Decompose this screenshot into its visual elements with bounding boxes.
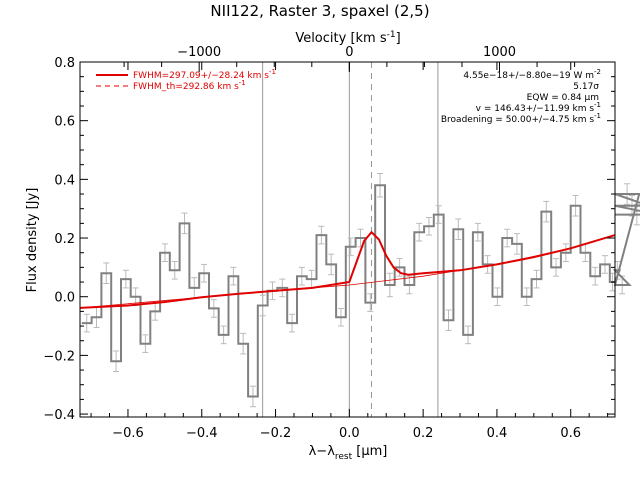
plot-frame: [79, 61, 616, 418]
x-tick-label: 0.0: [339, 426, 360, 441]
top-axis-label: Velocity [km s-1]: [295, 30, 400, 46]
x-tick-label: −0.2: [260, 426, 292, 441]
annotation-broadening: Broadening = 50.00+/−4.75 km s-1: [441, 112, 601, 125]
x-tick-label: 0.4: [487, 426, 508, 441]
legend-label-fwhm-th: FWHM_th=292.86 km s-1: [133, 79, 246, 92]
annotation-eqw: EQW = 0.84 μm: [527, 93, 599, 103]
continuum-line: [79, 234, 616, 309]
x-tick-label: −0.4: [186, 426, 218, 441]
spectrum-step-line: [81, 184, 640, 398]
y-tick-label: 0.4: [54, 173, 75, 188]
x-tick-label: 0.2: [413, 426, 434, 441]
x-axis-label: λ−λrest [μm]: [309, 444, 388, 462]
legend: FWHM=297.09+/−28.24 km s-1 FWHM_th=292.8…: [96, 68, 276, 92]
annotation-velocity: v = 146.43+/−11.99 km s-1: [476, 101, 601, 114]
annotation-flux: 4.55e−18+/−8.80e−19 W m-2: [463, 68, 601, 81]
top-tick-label: −1000: [177, 45, 221, 60]
fit-curve-dashed: [348, 231, 402, 283]
x-tick-label: −0.6: [112, 426, 144, 441]
axes: −0.6 −0.4 −0.2 0.0 0.2 0.4 0.6 −0.4 −0.2 0.0 0.2 0.…: [43, 45, 615, 441]
annotation-significance: 5.17σ: [573, 82, 599, 92]
y-axis-label: Flux density [Jy]: [25, 188, 40, 293]
legend-label-fwhm: FWHM=297.09+/−28.24 km s-1: [133, 68, 276, 81]
fit-curves: [79, 230, 616, 309]
chart-title: NII122, Raster 3, spaxel (2,5): [210, 2, 429, 20]
y-tick-label: 0.2: [54, 232, 75, 247]
y-tick-label: 0.0: [54, 291, 75, 306]
top-tick-label: 0: [345, 45, 353, 60]
reference-lines: [262, 62, 439, 417]
y-tick-label: −0.2: [43, 349, 75, 364]
data-steps: [81, 184, 640, 398]
error-bars: [83, 172, 640, 408]
y-tick-label: 0.6: [54, 115, 75, 130]
x-tick-label: 0.6: [560, 426, 581, 441]
y-tick-label: 0.8: [54, 56, 75, 71]
top-tick-label: 1000: [483, 45, 516, 60]
annotations: 4.55e−18+/−8.80e−19 W m-2 5.17σ EQW = 0.…: [441, 68, 601, 125]
y-tick-label: −0.4: [43, 408, 75, 423]
